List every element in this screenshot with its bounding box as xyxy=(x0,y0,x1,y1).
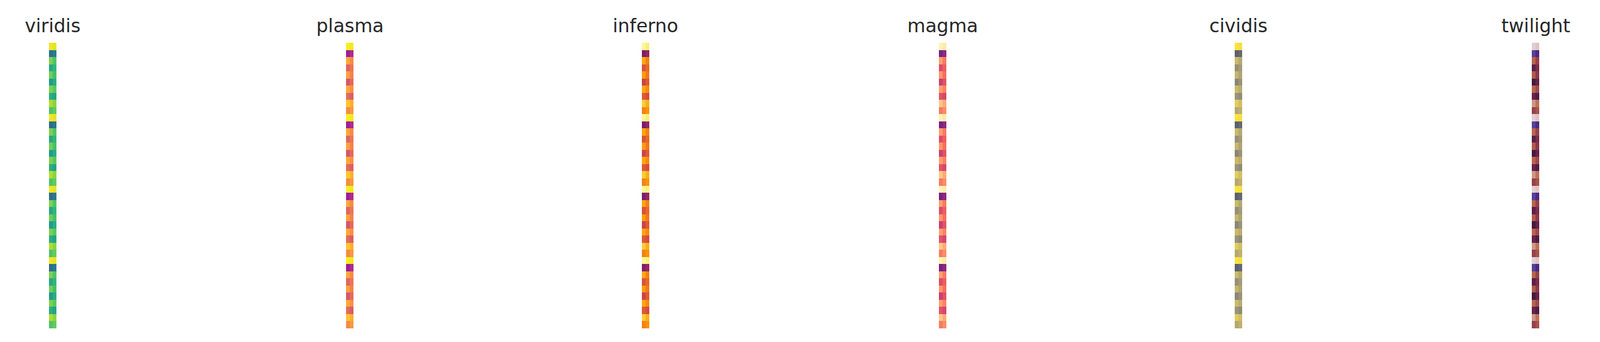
svg-text:cividis: cividis xyxy=(1209,14,1268,37)
svg-text:twilight: twilight xyxy=(1501,14,1571,37)
svg-text:magma: magma xyxy=(907,14,978,37)
svg-text:inferno: inferno xyxy=(612,14,679,37)
svg-text:viridis: viridis xyxy=(24,14,81,37)
svg-text:plasma: plasma xyxy=(316,14,384,37)
